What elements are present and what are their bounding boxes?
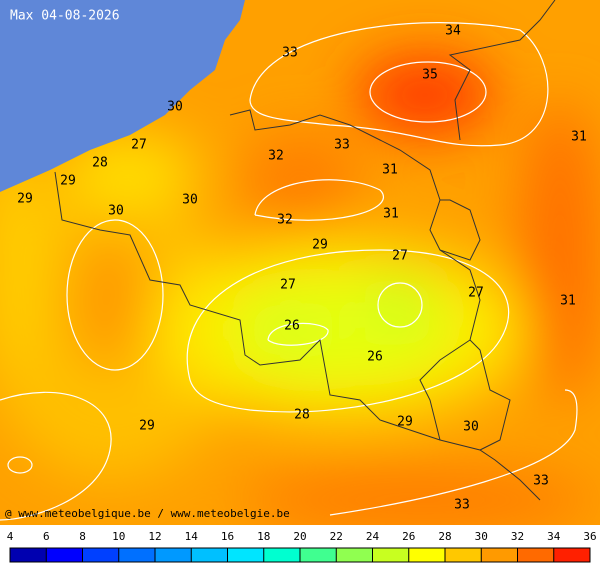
temperature-label: 30	[463, 420, 479, 435]
colorbar-segment	[553, 548, 590, 562]
colorbar-label: 18	[257, 530, 270, 543]
temperature-label: 31	[560, 294, 576, 309]
temperature-label: 30	[182, 193, 198, 208]
temperature-label: 26	[367, 350, 383, 365]
colorbar-label: 4	[7, 530, 14, 543]
map-title: Max 04-08-2026	[10, 9, 120, 24]
sea	[0, 0, 245, 192]
colorbar-label: 24	[366, 530, 380, 543]
colorbar-segment	[227, 548, 264, 562]
colorbar-segment	[46, 548, 83, 562]
isolines	[0, 22, 578, 521]
temperature-label: 29	[397, 415, 413, 430]
temperature-label: 27	[280, 278, 296, 293]
temperature-label: 33	[282, 46, 298, 61]
temperature-label: 29	[139, 419, 155, 434]
temperature-label: 26	[284, 319, 300, 334]
borders	[54, 0, 556, 501]
colorbar-label: 32	[511, 530, 524, 543]
temperature-label: 33	[533, 474, 549, 489]
temperature-label: 35	[422, 68, 438, 83]
temperature-label: 27	[131, 138, 147, 153]
colorbar-segment	[481, 548, 518, 562]
temperature-label: 31	[382, 163, 398, 178]
colorbar-segment	[118, 548, 155, 562]
colorbar-label: 34	[547, 530, 561, 543]
colorbar-segment	[191, 548, 228, 562]
colorbar-label: 20	[293, 530, 306, 543]
colorbar-segment	[155, 548, 192, 562]
temperature-label: 31	[571, 130, 587, 145]
colorbar-segment	[336, 548, 373, 562]
colorbar-label: 36	[583, 530, 596, 543]
colorbar-segment	[517, 548, 554, 562]
colorbar-label: 16	[221, 530, 234, 543]
colorbar-segment	[372, 548, 409, 562]
temperature-label: 30	[167, 100, 183, 115]
colorbar-label: 14	[185, 530, 199, 543]
colorbar-label: 8	[79, 530, 86, 543]
temperature-label: 28	[92, 156, 108, 171]
temperature-label: 30	[108, 204, 124, 219]
colorbar-frame	[9, 547, 591, 563]
temperature-label: 28	[294, 408, 310, 423]
colorbar-segment	[10, 548, 47, 562]
colorbar-label: 10	[112, 530, 125, 543]
temperature-label: 27	[392, 249, 408, 264]
temperature-label: 29	[17, 192, 33, 207]
colorbar-segment	[82, 548, 119, 562]
colorbar-label: 28	[438, 530, 451, 543]
colorbar-label: 6	[43, 530, 50, 543]
colorbar-segment	[445, 548, 482, 562]
colorbar-label: 12	[148, 530, 161, 543]
temperature-label: 33	[334, 138, 350, 153]
temperature-label: 32	[277, 213, 293, 228]
map-field	[0, 0, 600, 525]
temperature-label: 27	[468, 286, 484, 301]
temperature-label: 34	[445, 24, 461, 39]
temperature-label: 31	[383, 207, 399, 222]
colorbar-label: 30	[475, 530, 488, 543]
colorbar-segment	[300, 548, 337, 562]
heat-blobs	[0, 55, 600, 525]
temperature-label: 32	[268, 149, 284, 164]
colorbar-segment	[408, 548, 445, 562]
colorbar-label: 22	[330, 530, 343, 543]
colorbar-segment	[263, 548, 300, 562]
temperature-label: 29	[312, 238, 328, 253]
credit: @ www.meteobelgique.be / www.meteobelgie…	[5, 507, 290, 520]
temperature-label: 33	[454, 498, 470, 513]
colorbar-label: 26	[402, 530, 415, 543]
temperature-label: 29	[60, 174, 76, 189]
